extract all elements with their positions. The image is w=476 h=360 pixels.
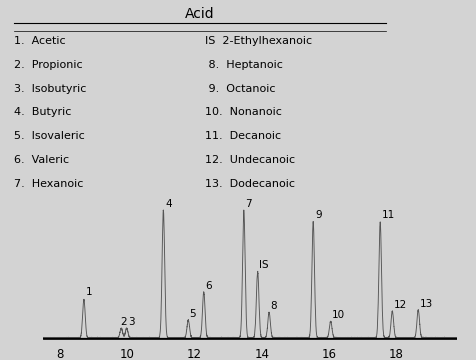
- Text: 7.  Hexanoic: 7. Hexanoic: [14, 179, 84, 189]
- Text: 12.  Undecanoic: 12. Undecanoic: [205, 155, 295, 165]
- Text: 11: 11: [382, 210, 395, 220]
- Text: IS: IS: [259, 260, 269, 270]
- Text: 8.  Heptanoic: 8. Heptanoic: [205, 60, 283, 70]
- Text: 10: 10: [332, 310, 345, 320]
- Text: 7: 7: [246, 199, 252, 209]
- Text: 11.  Decanoic: 11. Decanoic: [205, 131, 281, 141]
- Text: 1: 1: [86, 287, 92, 297]
- Text: 6.  Valeric: 6. Valeric: [14, 155, 69, 165]
- Text: 13.  Dodecanoic: 13. Dodecanoic: [205, 179, 295, 189]
- Text: 4: 4: [165, 199, 172, 209]
- Text: 6: 6: [206, 281, 212, 291]
- Text: 3.  Isobutyric: 3. Isobutyric: [14, 84, 87, 94]
- Text: 2.  Propionic: 2. Propionic: [14, 60, 83, 70]
- Text: Acid: Acid: [185, 7, 215, 21]
- Text: IS  2-Ethylhexanoic: IS 2-Ethylhexanoic: [205, 36, 312, 46]
- Text: 3: 3: [128, 317, 135, 327]
- Text: 9.  Octanoic: 9. Octanoic: [205, 84, 275, 94]
- Text: 5: 5: [189, 309, 196, 319]
- Text: 1.  Acetic: 1. Acetic: [14, 36, 66, 46]
- Text: 9: 9: [315, 210, 321, 220]
- Text: 5.  Isovaleric: 5. Isovaleric: [14, 131, 85, 141]
- Text: 8: 8: [270, 301, 277, 311]
- Text: 10.  Nonanoic: 10. Nonanoic: [205, 107, 282, 117]
- Text: 2: 2: [120, 317, 127, 327]
- Text: 12: 12: [394, 300, 407, 310]
- Text: 13: 13: [419, 298, 433, 309]
- Text: 4.  Butyric: 4. Butyric: [14, 107, 72, 117]
